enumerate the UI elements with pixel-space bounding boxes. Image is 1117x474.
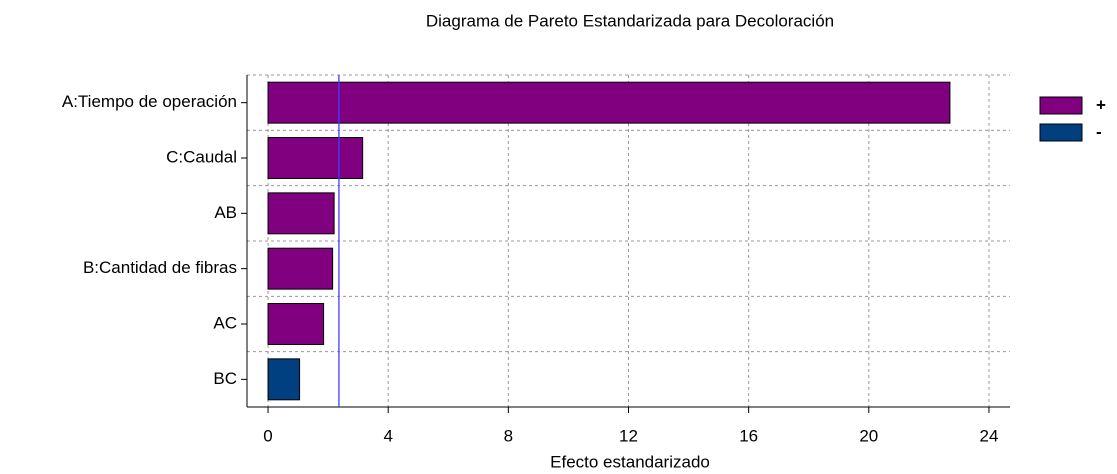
x-axis-label: Efecto estandarizado [550,452,710,471]
y-tick-label: B:Cantidad de fibras [83,258,237,277]
legend-label: - [1096,122,1102,141]
chart-title: Diagrama de Pareto Estandarizada para De… [426,11,834,30]
bar [267,192,335,235]
x-tick-label: 20 [859,426,878,445]
legend-swatch [1039,96,1083,115]
y-tick-label: BC [213,369,237,388]
y-tick-label: AC [213,313,237,332]
x-tick-label: 16 [739,426,758,445]
y-tick-label: AB [214,203,237,222]
y-tick-label: A:Tiempo de operación [62,92,237,111]
x-tick-label: 0 [263,426,272,445]
bar [267,137,364,179]
x-tick-label: 24 [980,426,999,445]
bar [267,81,951,124]
x-tick-label: 4 [383,426,392,445]
legend-label: + [1096,95,1106,114]
bar [267,303,325,345]
bar [267,247,334,290]
legend-swatch [1039,123,1083,142]
bar [267,358,301,401]
x-tick-label: 8 [504,426,513,445]
x-tick-label: 12 [619,426,638,445]
y-tick-label: C:Caudal [166,147,237,166]
